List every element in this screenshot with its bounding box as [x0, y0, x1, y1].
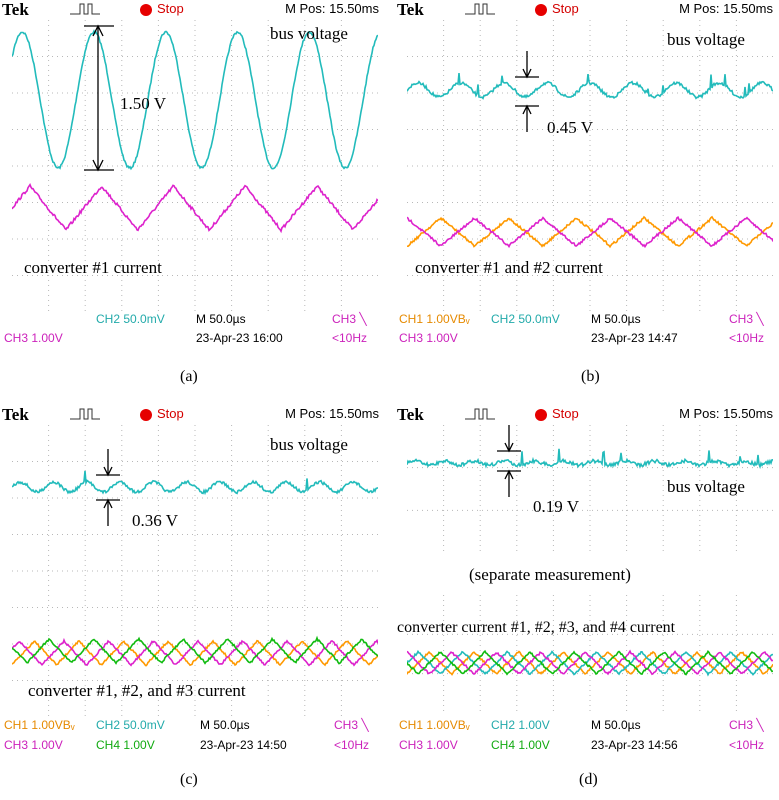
ch2-setting: CH2 50.0mV — [96, 718, 165, 732]
current-label: converter current #1, #2, #3, and #4 cur… — [397, 619, 675, 637]
caption: (c) — [180, 771, 198, 789]
scope-screen — [12, 425, 378, 717]
caption: (b) — [581, 368, 600, 386]
run-status: Stop — [157, 1, 184, 16]
ripple-label: 0.45 V — [547, 118, 593, 138]
converter-1-current-trace — [12, 185, 378, 232]
bus-voltage-trace — [12, 31, 378, 169]
scope-screen-bottom — [407, 595, 773, 713]
converter-1-current-trace — [407, 217, 773, 247]
ch2-setting: CH2 50.0mV — [96, 312, 165, 326]
ch3-setting: CH3 1.00V — [399, 738, 458, 752]
trigger-icon — [465, 407, 495, 421]
ch3-setting: CH3 1.00V — [4, 738, 63, 752]
ripple-label: 0.36 V — [132, 511, 178, 531]
scope-header: Tek Stop M Pos: 15.50ms — [395, 0, 779, 20]
date-time: 23-Apr-23 14:47 — [591, 331, 678, 345]
brand-logo: Tek — [397, 405, 424, 425]
stop-indicator-icon — [140, 409, 152, 421]
timebase: M 50.0µs — [591, 312, 641, 326]
stop-indicator-icon — [535, 409, 547, 421]
scope-header: Tek Stop M Pos: 15.50ms — [395, 405, 779, 425]
trigger-frequency: <10Hz — [334, 738, 369, 752]
date-time: 23-Apr-23 14:56 — [591, 738, 678, 752]
trigger-icon — [70, 407, 100, 421]
scope-footer: CH1 1.00VBᵥ CH2 50.0mV CH3 1.00V CH4 1.0… — [0, 718, 385, 758]
ch2-setting: CH2 50.0mV — [491, 312, 560, 326]
mpos-readout: M Pos: 15.50ms — [679, 1, 773, 16]
ch1-setting: CH1 1.00VBᵥ — [399, 312, 470, 326]
brand-logo: Tek — [2, 0, 29, 20]
trigger-frequency: <10Hz — [729, 331, 764, 345]
trigger-icon — [465, 2, 495, 16]
voltage-label: bus voltage — [667, 30, 745, 50]
ch2-setting: CH2 1.00V — [491, 718, 550, 732]
ch4-setting: CH4 1.00V — [96, 738, 155, 752]
trigger-setting: CH3 ╲ — [729, 718, 764, 732]
trigger-setting: CH3 ╲ — [334, 718, 369, 732]
trigger-icon — [70, 2, 100, 16]
brand-logo: Tek — [397, 0, 424, 20]
stop-indicator-icon — [535, 4, 547, 16]
mpos-readout: M Pos: 15.50ms — [679, 406, 773, 421]
mpos-readout: M Pos: 15.50ms — [285, 406, 379, 421]
scope-header: Tek Stop M Pos: 15.50ms — [0, 405, 385, 425]
scope-panel-c: Tek Stop M Pos: 15.50ms bus voltage 0.36… — [0, 405, 385, 800]
scope-footer: CH2 50.0mV CH3 1.00V M 50.0µs 23-Apr-23 … — [0, 312, 385, 352]
run-status: Stop — [552, 406, 579, 421]
stop-indicator-icon — [140, 4, 152, 16]
voltage-label: bus voltage — [270, 24, 348, 44]
scope-footer: CH1 1.00VBᵥ CH2 50.0mV CH3 1.00V M 50.0µ… — [395, 312, 779, 352]
trigger-setting: CH3 ╲ — [729, 312, 764, 326]
caption: (a) — [180, 368, 198, 386]
date-time: 23-Apr-23 14:50 — [200, 738, 287, 752]
timebase: M 50.0µs — [196, 312, 246, 326]
trigger-frequency: <10Hz — [332, 331, 367, 345]
current-label: converter #1 and #2 current — [415, 258, 603, 278]
trigger-setting: CH3 ╲ — [332, 312, 367, 326]
scope-panel-d: Tek Stop M Pos: 15.50ms (separate measur… — [395, 405, 779, 800]
timebase: M 50.0µs — [591, 718, 641, 732]
waveform-plot-current — [407, 595, 773, 713]
ripple-label: 1.50 V — [120, 94, 166, 114]
date-time: 23-Apr-23 16:00 — [196, 331, 283, 345]
scope-panel-b: Tek Stop M Pos: 15.50ms bus voltage 0.45… — [395, 0, 779, 360]
voltage-label: bus voltage — [270, 435, 348, 455]
caption: (d) — [579, 771, 598, 789]
bus-voltage-trace — [407, 449, 773, 467]
brand-logo: Tek — [2, 405, 29, 425]
waveform-plot — [12, 425, 378, 717]
voltage-label: bus voltage — [667, 477, 745, 497]
separate-measurement-note: (separate measurement) — [469, 565, 631, 585]
ripple-label: 0.19 V — [533, 497, 579, 517]
scope-panel-a: Tek Stop M Pos: 15.50ms bus voltage 1.50… — [0, 0, 385, 360]
scope-header: Tek Stop M Pos: 15.50ms — [0, 0, 385, 20]
scope-footer: CH1 1.00VBᵥ CH2 1.00V CH3 1.00V CH4 1.00… — [395, 718, 779, 758]
ch1-setting: CH1 1.00VBᵥ — [4, 718, 75, 732]
mpos-readout: M Pos: 15.50ms — [285, 1, 379, 16]
current-label: converter #1, #2, and #3 current — [28, 681, 246, 701]
ch3-setting: CH3 1.00V — [4, 331, 63, 345]
ch3-setting: CH3 1.00V — [399, 331, 458, 345]
timebase: M 50.0µs — [200, 718, 250, 732]
run-status: Stop — [552, 1, 579, 16]
trigger-frequency: <10Hz — [729, 738, 764, 752]
ch4-setting: CH4 1.00V — [491, 738, 550, 752]
ch1-setting: CH1 1.00VBᵥ — [399, 718, 470, 732]
current-label: converter #1 current — [24, 258, 162, 278]
run-status: Stop — [157, 406, 184, 421]
